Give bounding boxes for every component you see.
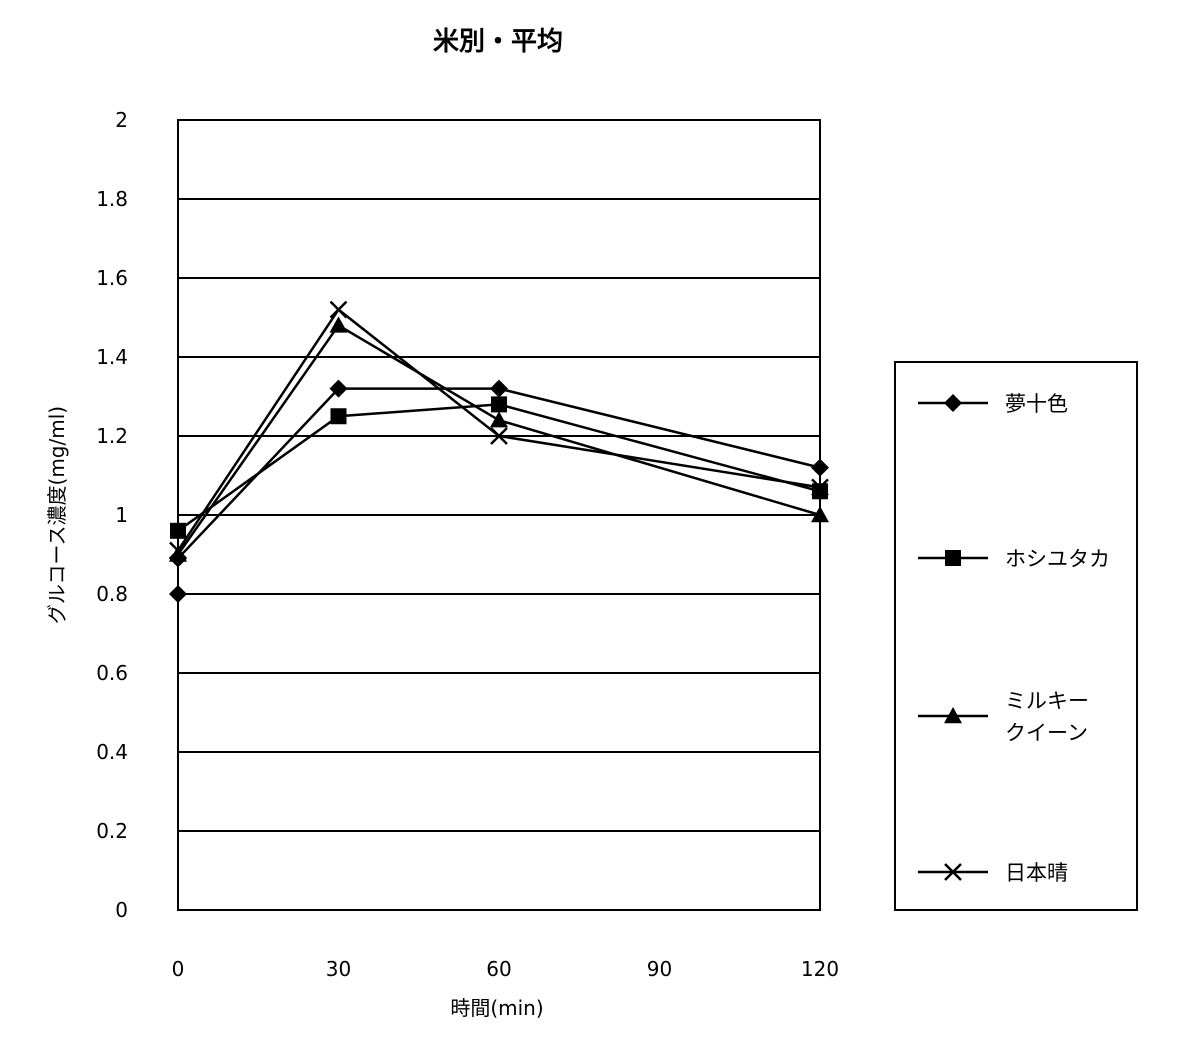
series-line [177,403,821,532]
triangle-marker [490,411,508,428]
legend-label: 夢十色 [1005,392,1068,416]
series-line [176,323,821,556]
legend-item: ホシユタカ [918,547,1110,571]
y-tick-label: 1.2 [96,424,128,448]
x-marker [811,478,829,497]
y-tick-label: 0.2 [96,819,128,843]
legend-item: 夢十色 [918,392,1068,416]
legend-label: ミルキー [1005,689,1089,713]
triangle-marker [329,316,348,333]
y-tick-label: 2 [115,108,128,132]
x-marker [169,541,187,560]
y-tick-label: 0.4 [96,740,128,764]
x-axis-label: 時間(min) [450,996,543,1020]
triangle-marker [169,545,187,562]
y-axis-label: グルコース濃度(mg/ml) [45,406,69,624]
diamond-marker [169,585,187,603]
series-line [176,307,821,552]
diamond-marker [811,458,829,477]
square-marker [491,396,507,413]
diamond-marker [944,394,962,412]
square-marker [945,550,961,566]
x-marker [329,300,348,319]
y-tick-label: 0.8 [96,582,128,606]
x-tick-label: 0 [172,957,185,981]
gridlines [178,198,820,832]
legend-box [894,361,1138,911]
square-marker [330,408,347,425]
legend-label: 日本晴 [1005,861,1068,885]
y-tick-label: 0 [115,898,128,922]
y-tick-label: 1.4 [96,345,128,369]
x-tick-label: 90 [647,957,672,981]
chart-title: 米別・平均 [433,27,563,57]
series-triangle [169,316,829,562]
x-marker [944,863,962,881]
x-tick-label: 30 [326,957,351,981]
legend-label: クイーン [1005,721,1088,745]
x-axis-ticks: 0 30 60 90 120 [172,957,839,981]
triangle-marker [811,506,829,523]
legend-label: ホシユタカ [1005,547,1110,571]
triangle-marker [944,707,962,724]
legend-item: 日本晴 [918,861,1068,885]
series-group [169,300,829,603]
diamond-marker [490,379,508,398]
y-tick-label: 0.6 [96,661,128,685]
diamond-marker [329,379,348,398]
x-marker [490,427,508,445]
y-tick-label: 1.6 [96,266,128,290]
y-axis-ticks: 0 0.2 0.4 0.6 0.8 1 1.2 1.4 1.6 1.8 2 [96,108,128,922]
x-tick-label: 120 [801,957,839,981]
y-tick-label: 1.8 [96,187,128,211]
square-marker [170,522,186,539]
series-x [169,300,829,560]
x-tick-label: 60 [486,957,511,981]
y-tick-label: 1 [115,503,128,527]
